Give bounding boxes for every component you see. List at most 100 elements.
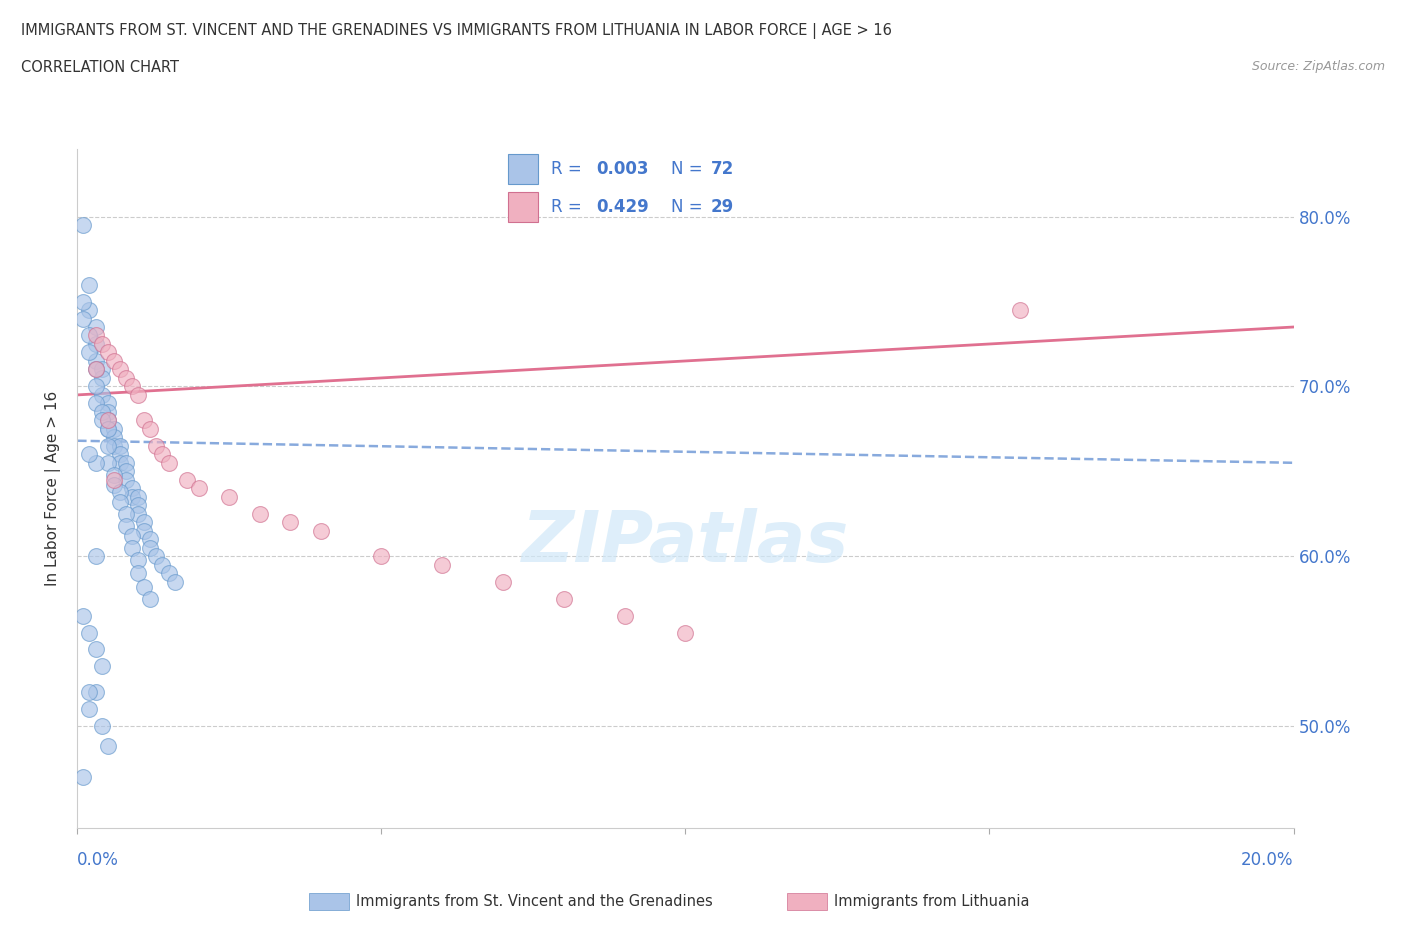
Text: CORRELATION CHART: CORRELATION CHART <box>21 60 179 75</box>
Point <box>157 456 180 471</box>
Point <box>90 388 112 403</box>
Point <box>1008 302 1031 317</box>
Point <box>309 524 332 538</box>
Point <box>134 524 156 538</box>
Point <box>115 456 138 471</box>
Point <box>90 719 112 734</box>
FancyBboxPatch shape <box>508 154 538 184</box>
Point <box>278 515 301 530</box>
Point <box>675 625 697 640</box>
Point <box>84 337 107 352</box>
Point <box>84 362 107 377</box>
Point <box>115 506 138 521</box>
Point <box>152 557 174 572</box>
Point <box>115 472 138 487</box>
Point <box>115 370 138 385</box>
Point <box>79 277 101 292</box>
Point <box>103 430 125 445</box>
Point <box>188 481 211 496</box>
Point <box>176 472 198 487</box>
Point <box>108 447 131 462</box>
Point <box>103 353 125 368</box>
Point <box>97 413 120 428</box>
Point <box>97 396 120 411</box>
Point <box>249 506 271 521</box>
Point <box>79 625 101 640</box>
Point <box>139 591 162 606</box>
Point <box>72 769 94 784</box>
Point <box>127 565 149 580</box>
Point <box>145 438 167 453</box>
Point <box>79 345 101 360</box>
Point <box>115 518 138 533</box>
Text: N =: N = <box>672 198 709 217</box>
Point <box>370 549 392 564</box>
Text: 0.429: 0.429 <box>596 198 648 217</box>
Point <box>108 438 131 453</box>
Point <box>97 738 120 753</box>
Point <box>84 320 107 335</box>
Point <box>139 540 162 555</box>
Point <box>139 421 162 436</box>
Point <box>127 506 149 521</box>
Point <box>97 456 120 471</box>
Text: R =: R = <box>551 160 586 179</box>
Point <box>163 574 186 589</box>
Text: ZIPatlas: ZIPatlas <box>522 508 849 577</box>
Point <box>108 456 131 471</box>
Point <box>84 456 107 471</box>
Point <box>134 579 156 594</box>
Point <box>108 485 131 499</box>
Point <box>108 362 131 377</box>
Point <box>127 388 149 403</box>
Point <box>432 557 454 572</box>
Point <box>103 467 125 482</box>
FancyBboxPatch shape <box>508 193 538 222</box>
Point <box>127 489 149 504</box>
Point <box>134 413 156 428</box>
Text: R =: R = <box>551 198 586 217</box>
Text: 72: 72 <box>710 160 734 179</box>
Text: IMMIGRANTS FROM ST. VINCENT AND THE GRENADINES VS IMMIGRANTS FROM LITHUANIA IN L: IMMIGRANTS FROM ST. VINCENT AND THE GREN… <box>21 23 891 39</box>
Point <box>84 396 107 411</box>
Point <box>79 701 101 716</box>
Text: Immigrants from St. Vincent and the Grenadines: Immigrants from St. Vincent and the Gren… <box>356 894 713 909</box>
Point <box>84 549 107 564</box>
Point <box>84 642 107 657</box>
Point <box>121 528 143 543</box>
Point <box>492 574 515 589</box>
Text: N =: N = <box>672 160 709 179</box>
Point <box>103 438 125 453</box>
Text: 0.0%: 0.0% <box>77 851 120 870</box>
Point <box>97 345 120 360</box>
Point <box>97 405 120 419</box>
Point <box>103 477 125 492</box>
Point <box>90 337 112 352</box>
Text: 0.003: 0.003 <box>596 160 648 179</box>
Point <box>72 312 94 326</box>
Point <box>84 379 107 394</box>
Point <box>90 362 112 377</box>
Point <box>84 684 107 699</box>
Point <box>84 328 107 343</box>
Point <box>103 472 125 487</box>
Point <box>72 294 94 309</box>
Point <box>97 421 120 436</box>
Point <box>127 498 149 512</box>
Point <box>127 552 149 567</box>
Text: 20.0%: 20.0% <box>1241 851 1294 870</box>
Point <box>121 540 143 555</box>
Y-axis label: In Labor Force | Age > 16: In Labor Force | Age > 16 <box>45 391 62 586</box>
Point <box>134 515 156 530</box>
Point <box>79 302 101 317</box>
Point <box>121 489 143 504</box>
Point <box>121 481 143 496</box>
Text: Source: ZipAtlas.com: Source: ZipAtlas.com <box>1251 60 1385 73</box>
Point <box>103 421 125 436</box>
Point <box>115 464 138 479</box>
Point <box>79 447 101 462</box>
Point <box>553 591 575 606</box>
Text: 29: 29 <box>710 198 734 217</box>
Text: Immigrants from Lithuania: Immigrants from Lithuania <box>834 894 1029 909</box>
Point <box>72 218 94 232</box>
